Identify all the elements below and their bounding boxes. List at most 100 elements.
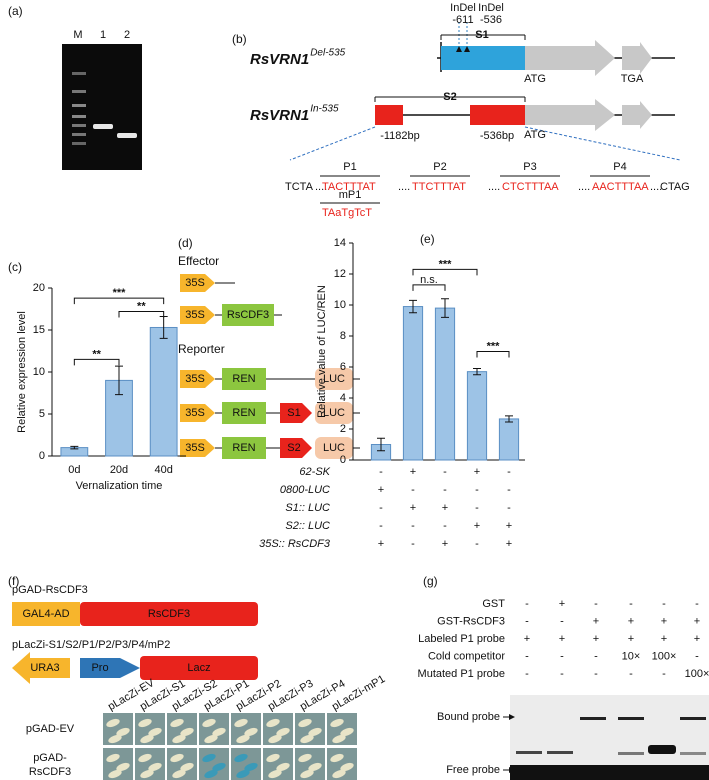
row-label: RsCDF3 (29, 766, 71, 778)
row-mark: - (560, 650, 564, 662)
condition-mark: + (378, 538, 384, 550)
band-label: Bound probe (437, 711, 500, 723)
yeast-spot (300, 769, 314, 779)
ren: REN (232, 373, 255, 385)
yeast-spot (202, 718, 216, 728)
motif-name: P2 (433, 161, 446, 173)
yeast-spot (234, 753, 248, 763)
gene-superscript: Del-535 (310, 48, 345, 59)
vector-name: pGAD-RsCDF3 (12, 584, 88, 596)
gene-superscript: In-535 (310, 104, 339, 115)
yeast-spot (268, 734, 282, 744)
indel-label: InDel (450, 2, 476, 14)
yeast-spot (202, 753, 216, 763)
yeast-spot (234, 718, 248, 728)
row-mark: - (594, 668, 598, 680)
region-label: S1 (475, 29, 488, 41)
gene-diagram (289, 22, 681, 204)
bar (466, 371, 488, 461)
x-tick-label: 20d (110, 464, 128, 476)
sequence: CTAG (660, 181, 690, 193)
condition-mark: - (379, 520, 383, 532)
yeast-spot (236, 769, 250, 779)
row-mark: + (694, 633, 700, 645)
luc: LUC (323, 407, 345, 419)
error-bar (70, 445, 79, 450)
condition-mark: + (410, 502, 416, 514)
insert: S1 (287, 407, 300, 419)
significance-bracket (476, 351, 510, 358)
panel-label: (b) (232, 32, 247, 46)
row-mark: - (695, 650, 699, 662)
condition-mark: - (475, 484, 479, 496)
condition-mark: - (443, 466, 447, 478)
yeast-spot (108, 734, 122, 744)
yeast-spot (330, 753, 344, 763)
significance-bracket (412, 284, 446, 291)
construct-diagram (180, 274, 360, 459)
condition-mark: + (378, 484, 384, 496)
yeast-spot (204, 769, 218, 779)
luc: LUC (323, 373, 345, 385)
row-mark: + (593, 633, 599, 645)
condition-mark: - (379, 466, 383, 478)
bar (434, 307, 456, 461)
section-label: Effector (178, 254, 219, 268)
y-axis-label: Relative value of LUC/REN (316, 285, 328, 418)
condition-mark: - (507, 484, 511, 496)
promoter-label: Pro (91, 662, 108, 674)
significance-label: *** (113, 287, 127, 299)
row-mark: 100× (685, 668, 709, 680)
yeast-spot (148, 762, 162, 772)
motif-sequence: TTCTTTAT (412, 181, 466, 193)
x-tick-label: 40d (154, 464, 172, 476)
significance-label: ** (92, 348, 101, 360)
sequence-dots: .... (578, 181, 590, 193)
lane-label: 1 (100, 29, 106, 41)
yeast-spot (300, 734, 314, 744)
y-tick-label: 20 (33, 282, 45, 294)
condition-mark: + (410, 466, 416, 478)
row-mark: - (629, 598, 633, 610)
condition-mark: + (442, 502, 448, 514)
promoter: 35S (185, 277, 205, 289)
sequence: TCTA (285, 181, 314, 193)
gene-label: Lacz (187, 662, 210, 674)
gene-label: URA3 (30, 662, 59, 674)
position: -536bp (480, 130, 514, 142)
indel-pos: -611 (452, 14, 473, 26)
yeast-spot (148, 727, 162, 737)
row-label: Cold competitor (428, 650, 505, 662)
motif-sequence: AACTTTAA (592, 181, 649, 193)
sequence-dots: .... (650, 181, 662, 193)
gel-a-image (62, 44, 142, 170)
start-codon: ATG (524, 73, 546, 85)
promoter: 35S (185, 309, 205, 321)
yeast-spot (212, 762, 226, 772)
error-bar (441, 298, 449, 318)
yeast-spot (332, 734, 346, 744)
sequence-dots: .... (315, 181, 327, 193)
row-mark: + (661, 633, 667, 645)
yeast-spot (308, 762, 322, 772)
luc: LUC (323, 442, 345, 454)
row-mark: - (629, 668, 633, 680)
y-tick-label: 6 (340, 361, 346, 373)
row-mark: - (560, 668, 564, 680)
yeast-spot (332, 769, 346, 779)
yeast-spot (236, 734, 250, 744)
yeast-spot (170, 718, 184, 728)
y-tick-label: 15 (33, 324, 45, 336)
indel-label: InDel (478, 2, 504, 14)
row-mark: + (593, 615, 599, 627)
error-bar (473, 368, 481, 376)
row-mark: + (628, 633, 634, 645)
row-label: GST (482, 598, 505, 610)
condition-label: 35S:: RsCDF3 (259, 538, 331, 550)
panel-label: (e) (420, 232, 435, 246)
condition-mark: - (475, 538, 479, 550)
motif-name: P3 (523, 161, 536, 173)
significance-label: ** (137, 300, 146, 312)
row-label: GST-RsCDF3 (437, 615, 505, 627)
